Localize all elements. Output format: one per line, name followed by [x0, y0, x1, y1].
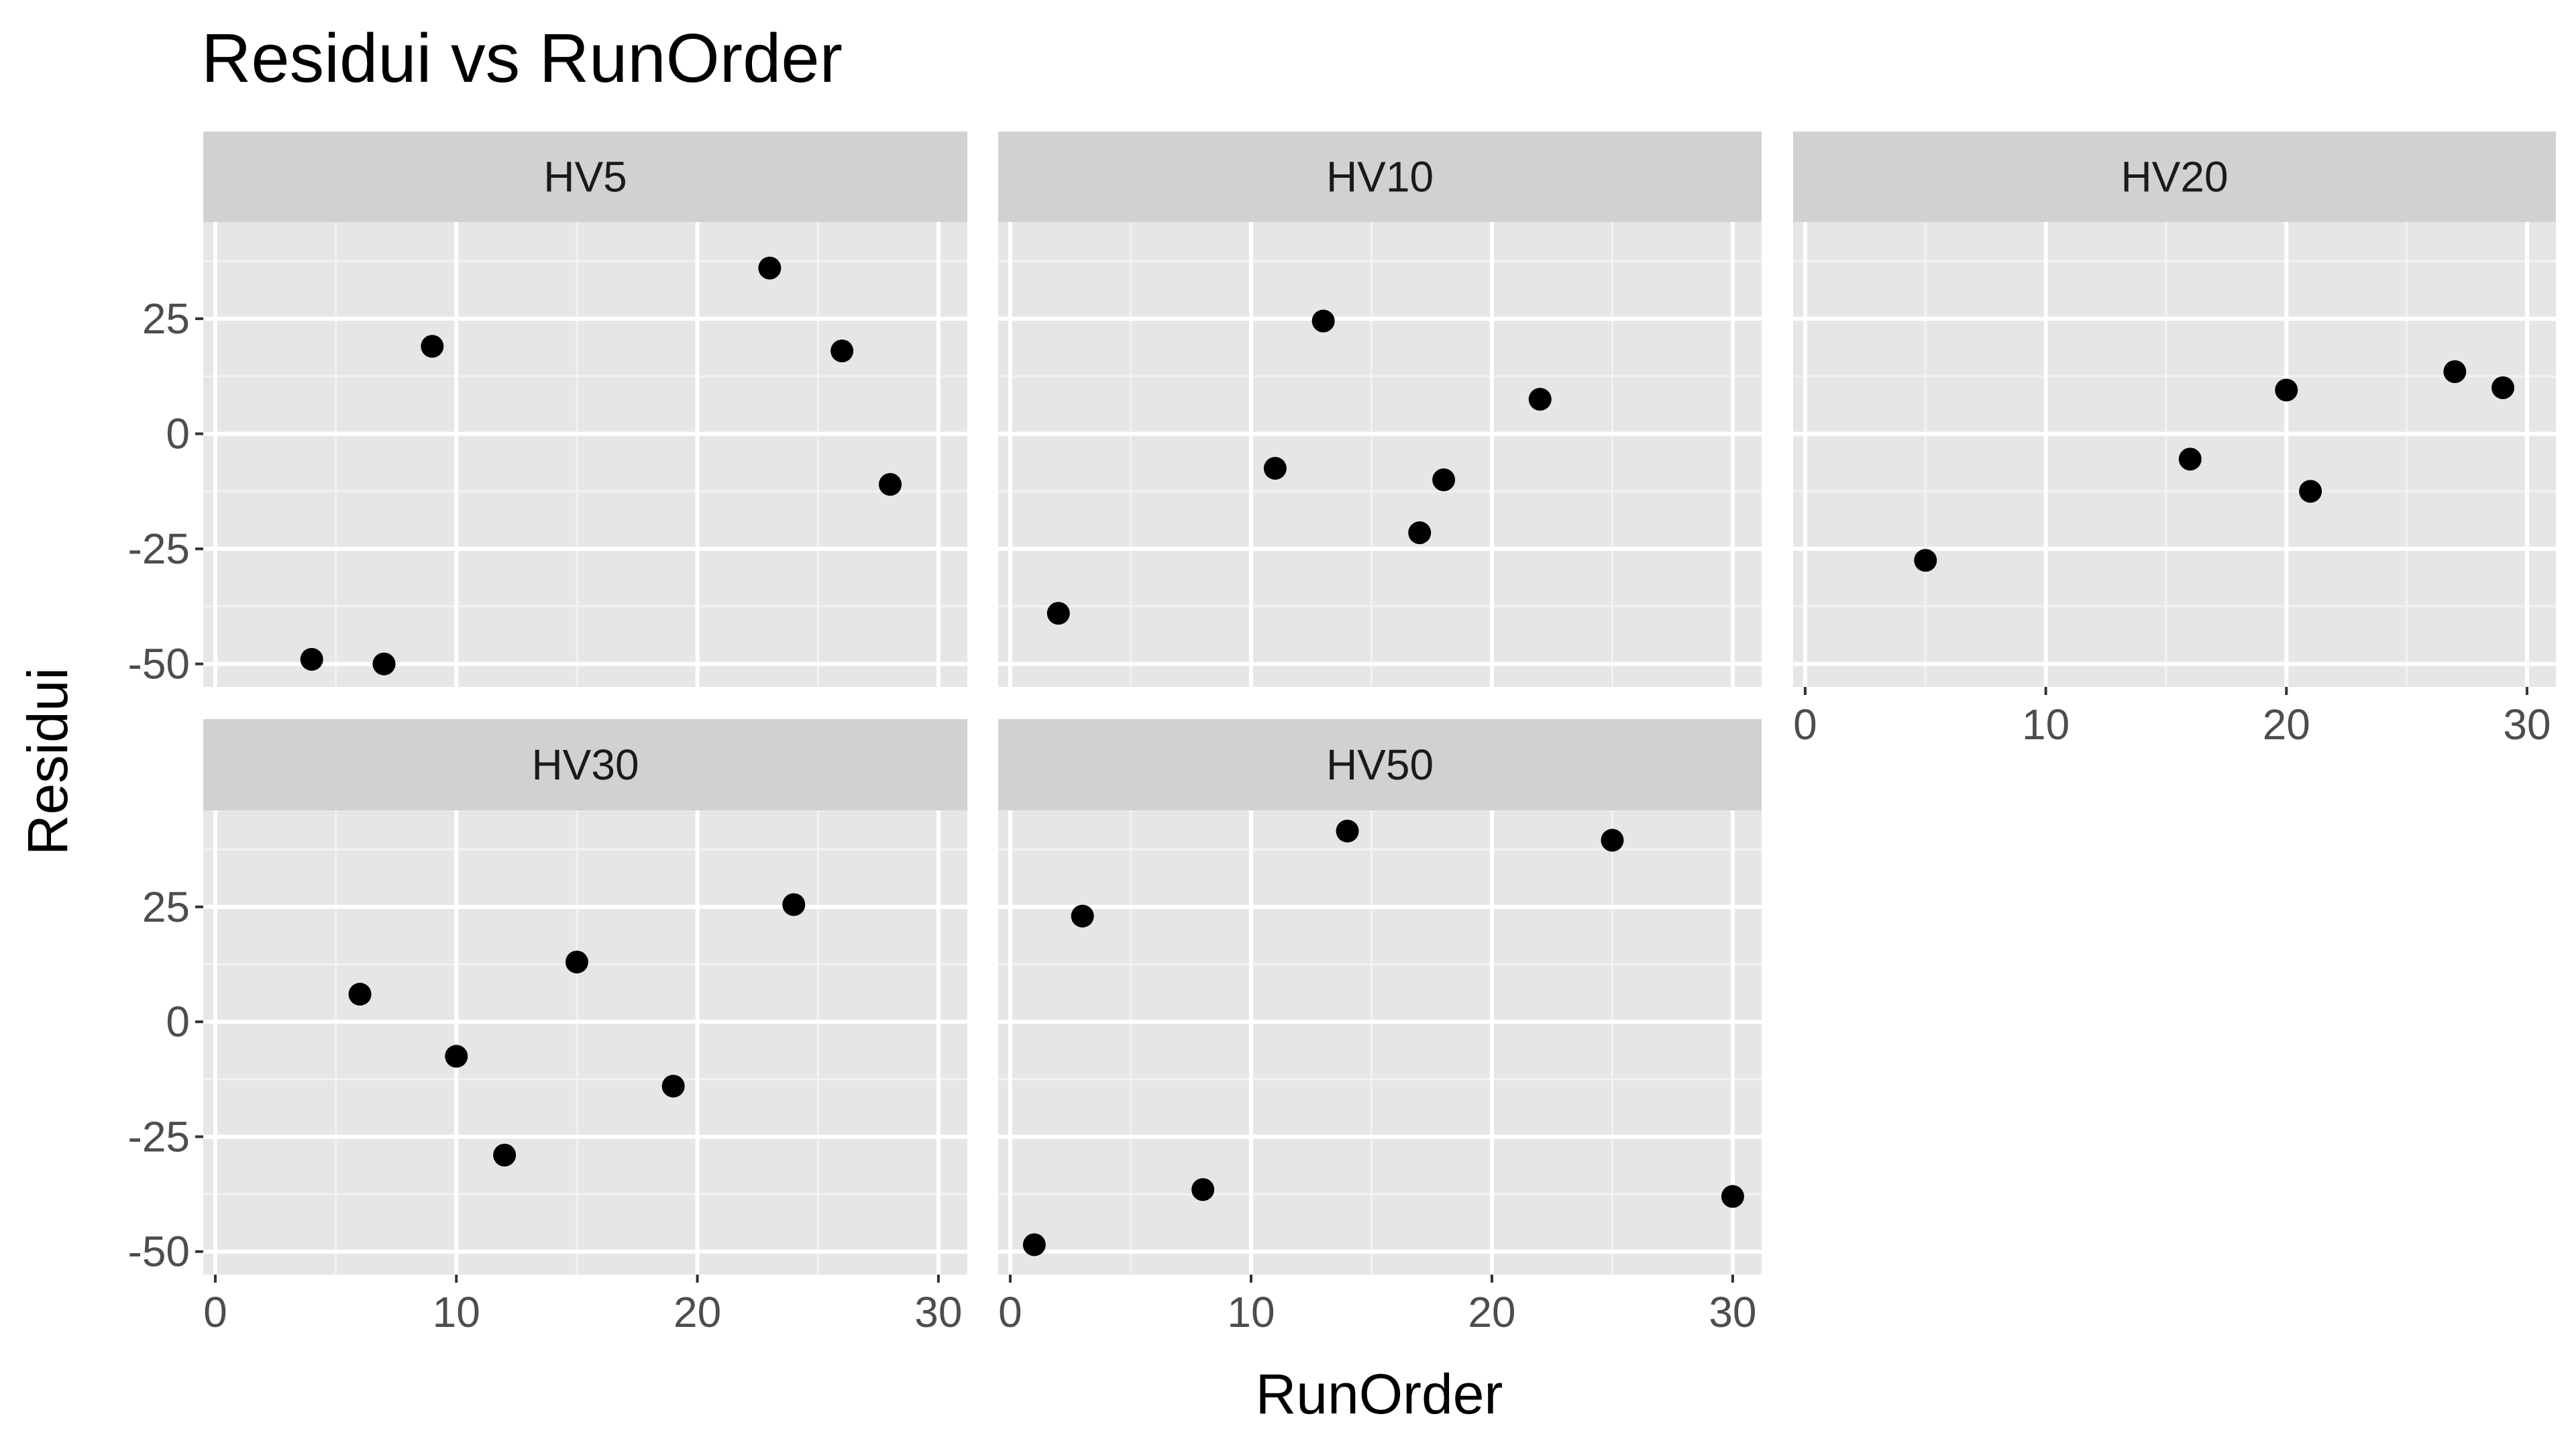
- data-point: [1432, 468, 1456, 492]
- data-point: [421, 335, 444, 358]
- facet-strip-label: HV10: [1326, 153, 1434, 201]
- x-tick-label: 30: [914, 1288, 962, 1336]
- y-tick-label: -50: [128, 640, 191, 688]
- facet-strip-label: HV30: [531, 741, 639, 789]
- x-tick-label: 20: [2263, 700, 2310, 749]
- data-point: [879, 473, 902, 496]
- chart-title: Residui vs RunOrder: [201, 19, 843, 97]
- data-point: [300, 647, 323, 671]
- data-point: [1311, 309, 1335, 333]
- facet-strip: [203, 719, 967, 810]
- data-point: [2491, 376, 2515, 400]
- data-point: [758, 256, 782, 280]
- data-point: [1914, 549, 1937, 572]
- x-tick-label: 20: [674, 1288, 721, 1336]
- data-point: [661, 1075, 685, 1098]
- x-tick-label: 30: [1709, 1288, 1756, 1336]
- x-tick-label: 30: [2503, 700, 2551, 749]
- y-axis-title: Residui: [16, 667, 79, 855]
- x-tick-label: 10: [1227, 1288, 1275, 1336]
- panel-background: [203, 810, 967, 1275]
- facet-panel-hv20: HV20 0 10 20 30: [1793, 131, 2556, 749]
- data-point: [1071, 904, 1094, 928]
- x-tick-label: 20: [1468, 1288, 1515, 1336]
- data-point: [372, 652, 396, 676]
- data-point: [493, 1143, 517, 1167]
- x-tick-label: 10: [2022, 700, 2070, 749]
- y-tick-label: 25: [142, 294, 190, 343]
- y-tick-label: -50: [128, 1228, 191, 1276]
- data-point: [2275, 378, 2298, 402]
- y-tick-label: -25: [128, 1112, 191, 1161]
- data-point: [445, 1044, 468, 1068]
- data-point: [1408, 521, 1432, 545]
- data-point: [348, 983, 372, 1006]
- facet-panel-hv10: HV10: [998, 131, 1762, 687]
- panel-background: [1793, 222, 2556, 687]
- data-point: [1528, 388, 1552, 411]
- facet-panels: HV5 -50 -25 0 25 HV10 HV20 0 10 20 30 HV30 -50 -25 0 25…: [128, 131, 2556, 1336]
- facet-strip-label: HV5: [543, 153, 627, 201]
- panel-background: [998, 810, 1762, 1275]
- panel-background: [203, 222, 967, 687]
- data-point: [565, 951, 588, 974]
- data-point: [2443, 360, 2467, 383]
- panel-background: [998, 222, 1762, 687]
- data-point: [2299, 480, 2322, 503]
- facet-panel-hv5: HV5 -50 -25 0 25: [128, 131, 967, 688]
- facet-strip: [998, 131, 1762, 222]
- data-point: [830, 339, 854, 363]
- data-point: [1046, 602, 1070, 625]
- data-point: [2178, 447, 2202, 471]
- x-tick-label: 0: [203, 1288, 227, 1336]
- data-point: [1601, 828, 1624, 852]
- facet-strip: [203, 131, 967, 222]
- data-point: [782, 893, 806, 916]
- x-tick-label: 0: [998, 1288, 1022, 1336]
- x-tick-label: 10: [433, 1288, 480, 1336]
- facet-strip: [1793, 131, 2556, 222]
- facet-panel-hv50: HV50 0 10 20 30: [998, 719, 1762, 1336]
- data-point: [1721, 1185, 1744, 1208]
- x-tick-label: 0: [1793, 700, 1817, 749]
- facet-strip-label: HV20: [2121, 153, 2228, 201]
- data-point: [1022, 1233, 1046, 1256]
- y-tick-label: 25: [142, 883, 190, 931]
- y-tick-label: -25: [128, 525, 191, 573]
- data-point: [1263, 457, 1287, 480]
- y-tick-label: 0: [166, 998, 190, 1046]
- data-point: [1336, 819, 1359, 843]
- facet-panel-hv30: HV30 -50 -25 0 25 0 10 20 30: [128, 719, 967, 1336]
- y-tick-label: 0: [166, 410, 190, 458]
- data-point: [1191, 1178, 1215, 1201]
- facet-strip: [998, 719, 1762, 810]
- facet-strip-label: HV50: [1326, 741, 1434, 789]
- x-axis-title: RunOrder: [1256, 1362, 1503, 1426]
